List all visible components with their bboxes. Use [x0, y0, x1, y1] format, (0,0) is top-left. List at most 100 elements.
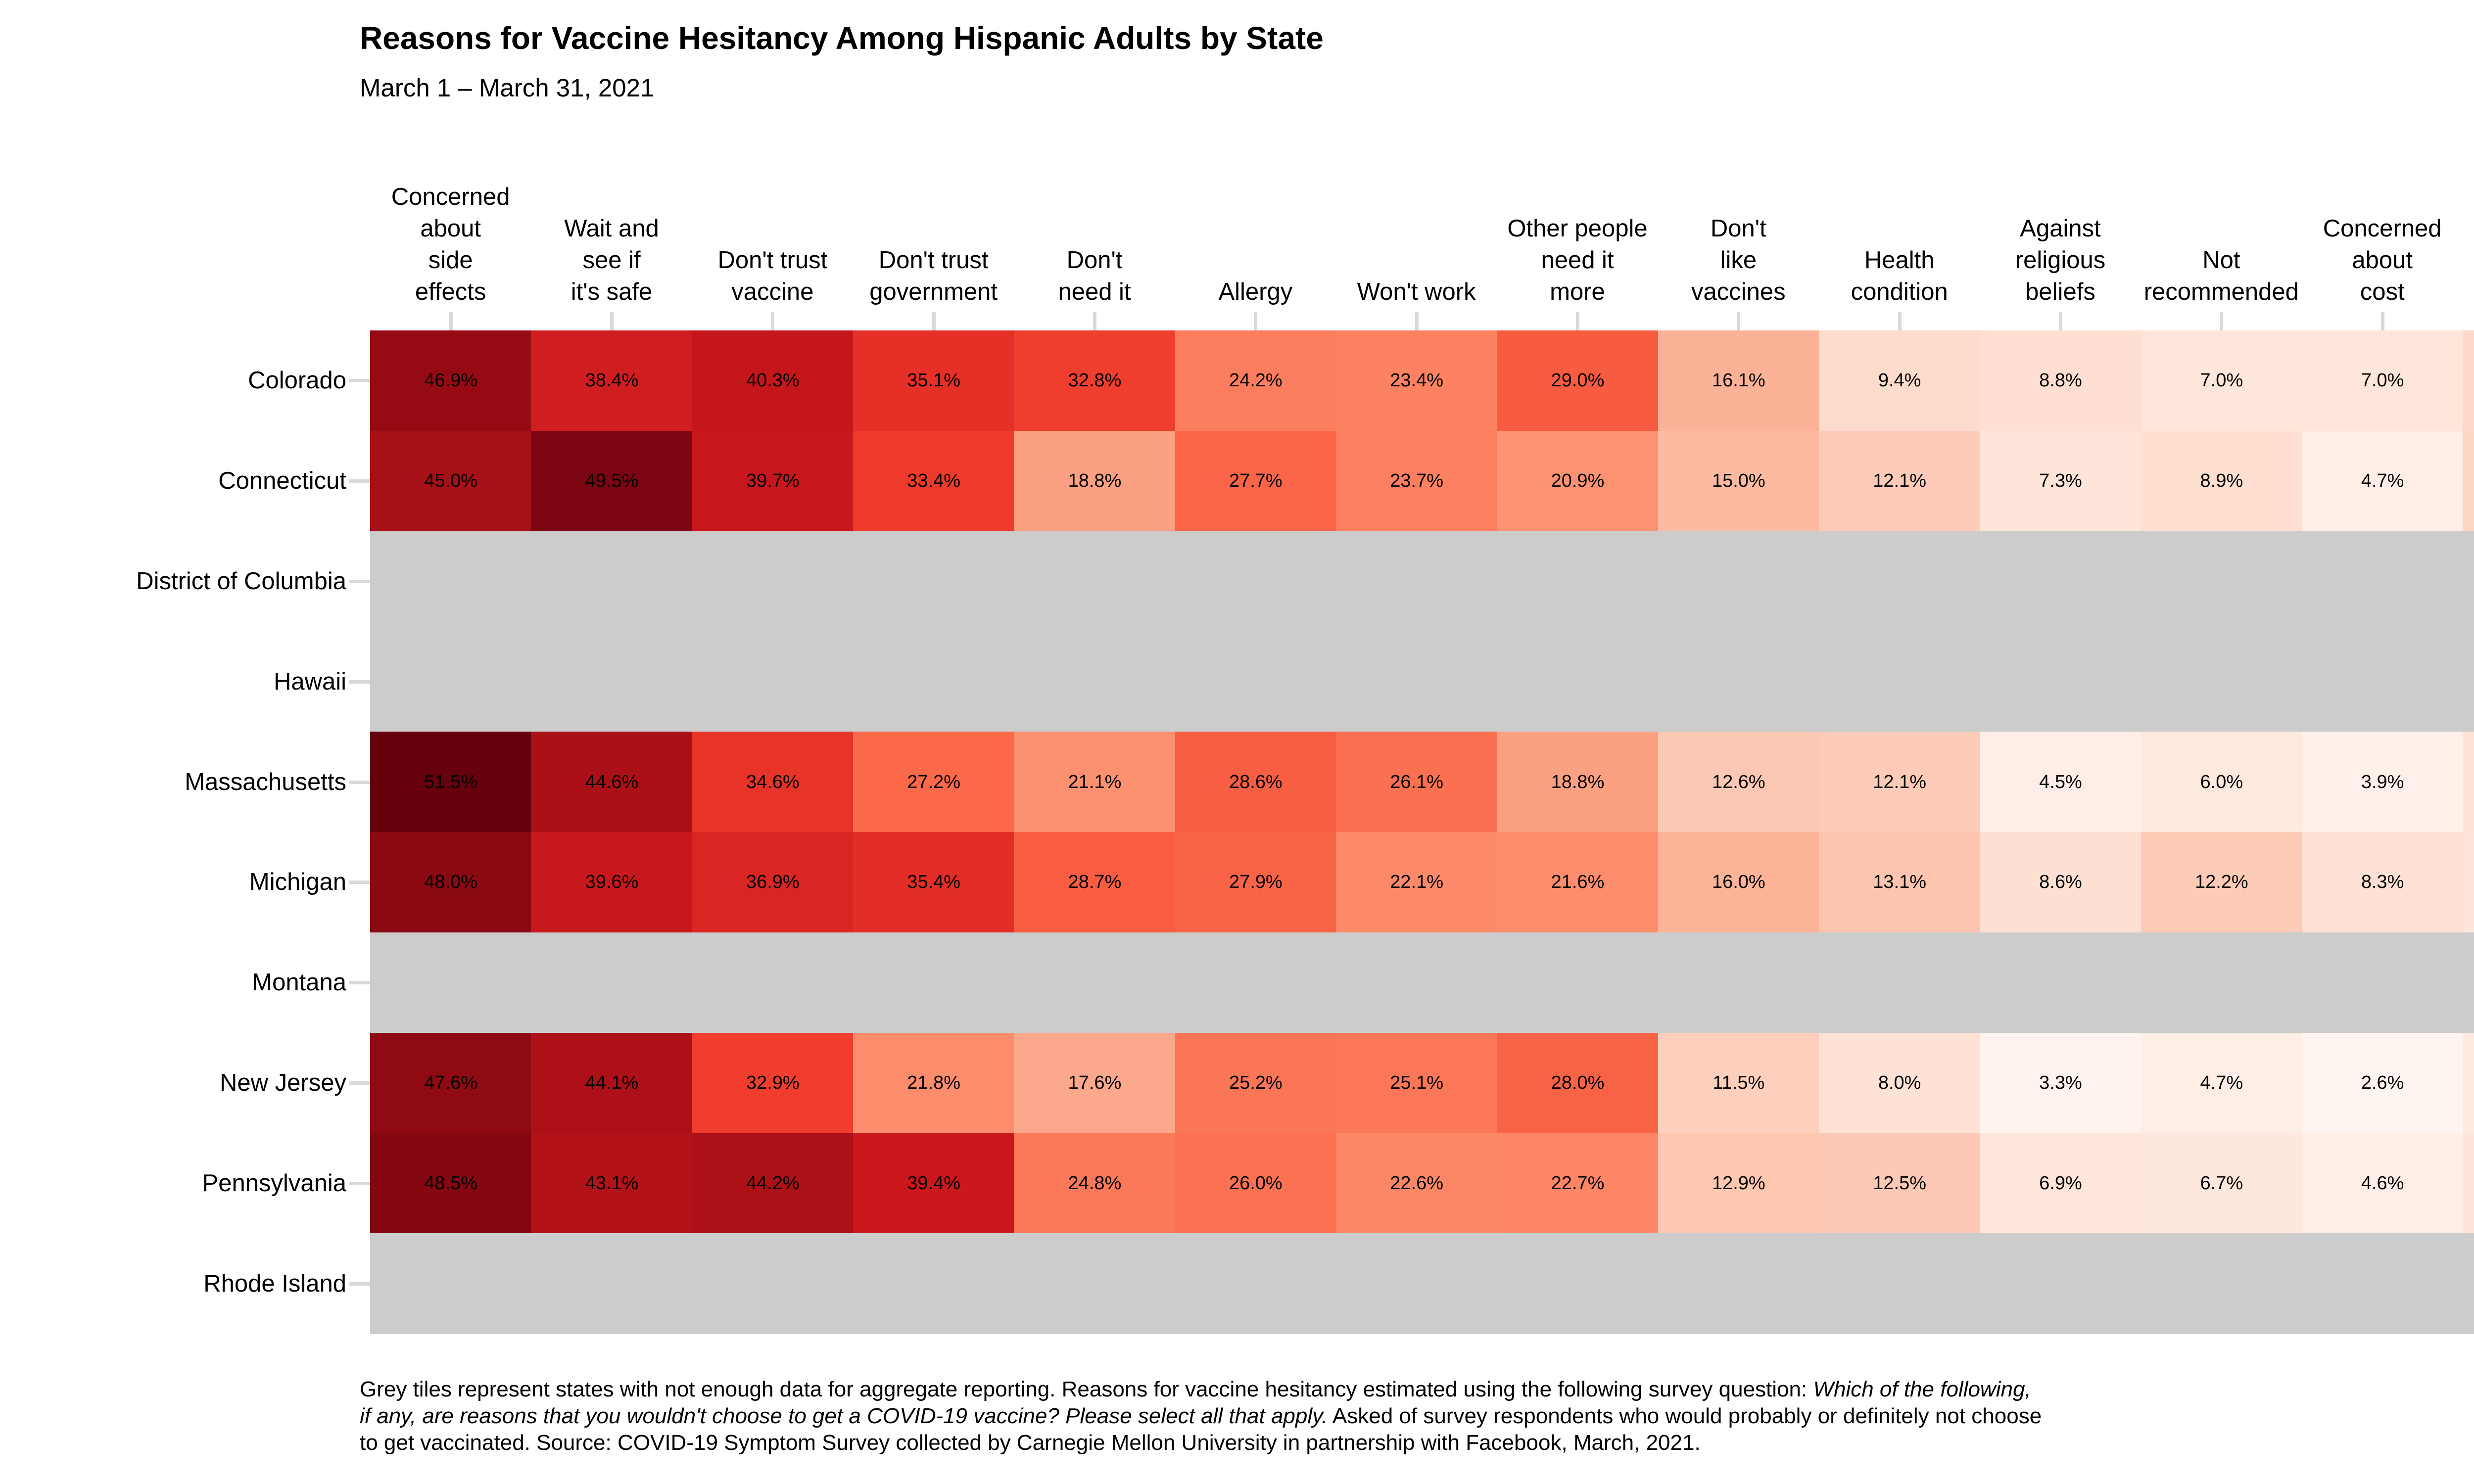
heatmap-cell: 8.3%	[2302, 832, 2464, 933]
heatmap-cell: 27.9%	[1175, 832, 1336, 933]
column-header: Allergy	[1097, 276, 1414, 308]
heatmap-cell: 8.9%	[2141, 430, 2302, 532]
axis-tick	[1254, 312, 1258, 330]
heatmap-cell: 24.2%	[1175, 330, 1336, 431]
footnote-line: to get vaccinated. Source: COVID-19 Symp…	[360, 1430, 2042, 1456]
axis-tick	[1415, 312, 1419, 330]
page-title: Reasons for Vaccine Hesitancy Among Hisp…	[360, 20, 1324, 56]
heatmap-cell: 44.1%	[531, 1032, 693, 1134]
axis-tick	[349, 881, 370, 884]
cell-value-label: 21.1%	[1068, 771, 1122, 792]
column-header-line: cost	[2360, 278, 2405, 305]
heatmap-cell: 18.8%	[1014, 430, 1176, 532]
heatmap-cell: 45.0%	[370, 430, 532, 532]
heatmap-cell: 7.0%	[2302, 330, 2464, 431]
heatmap-cell: 48.5%	[370, 1133, 532, 1234]
cell-value-label: 7.3%	[2039, 470, 2082, 492]
column-header-line: about	[2352, 247, 2413, 274]
column-header-line: Not	[2202, 247, 2240, 274]
heatmap-cell: 5.7%	[2463, 1032, 2474, 1134]
cell-value-label: 33.4%	[907, 470, 961, 492]
column-header-line: Don't	[1710, 215, 1766, 242]
column-header-line: see if	[582, 247, 641, 274]
row-label: Montana	[252, 969, 346, 996]
heatmap-cell: 34.6%	[692, 732, 854, 833]
cell-value-label: 8.9%	[2200, 470, 2243, 492]
chart-subtitle: March 1 – March 31, 2021	[360, 74, 655, 102]
column-header: Other people need it more	[1419, 213, 1736, 308]
cell-value-label: 7.3%	[2463, 1133, 2474, 1234]
heatmap-cell: 48.0%	[370, 832, 532, 933]
heatmap-cell: 32.9%	[692, 1032, 854, 1134]
heatmap-cell: 9.4%	[1819, 330, 1981, 431]
column-header: Concerned about side effects	[292, 181, 609, 308]
heatmap-cell: 28.7%	[1014, 832, 1176, 933]
heatmap-cell: 49.5%	[531, 430, 693, 532]
cell-value-label: 6.0%	[2200, 771, 2243, 792]
cell-value-label: 27.7%	[1229, 470, 1283, 492]
cell-value-label: 12.2%	[2194, 872, 2248, 893]
heatmap-cell: 12.2%	[2141, 832, 2302, 933]
heatmap-cell: 22.6%	[1336, 1133, 1498, 1234]
cell-value-label: 28.7%	[1068, 872, 1122, 893]
column-header-line: vaccines	[1691, 278, 1786, 305]
cell-value-label: 34.6%	[746, 771, 800, 792]
footnote-survey-question: if any, are reasons that you wouldn't ch…	[360, 1404, 1328, 1428]
axis-tick	[2059, 312, 2062, 330]
axis-tick	[1898, 312, 1902, 330]
cell-value-label: 18.8%	[1068, 470, 1122, 492]
column-header-line: need it	[1541, 247, 1614, 274]
cell-value-label: 20.9%	[1551, 470, 1605, 492]
column-header-line: more	[1550, 278, 1605, 305]
heatmap-cell: 7.0%	[2141, 330, 2302, 431]
footnote-survey-question: Which of the following,	[1813, 1377, 2031, 1401]
cell-value-label: 48.5%	[424, 1172, 478, 1194]
column-header: Don't need it	[936, 244, 1253, 308]
footnote-text: Asked of survey respondents who would pr…	[1328, 1404, 2042, 1428]
column-header: Won't work	[1258, 276, 1575, 308]
column-header: Don't like vaccines	[1580, 213, 1897, 308]
column-header-line: Don't trust	[717, 247, 828, 274]
heatmap-cell: 12.1%	[1819, 430, 1981, 532]
heatmap-cell: 12.6%	[1658, 732, 1819, 833]
row-label: Hawaii	[273, 668, 346, 695]
column-header: Against religious beliefs	[1902, 213, 2219, 308]
column-header: Not recommended	[2063, 244, 2379, 308]
heatmap-cell: 32.8%	[1014, 330, 1176, 431]
cell-value-label: 12.1%	[1873, 771, 1927, 792]
heatmap-cell: 35.4%	[853, 832, 1015, 933]
cell-value-label: 10.0%	[2463, 330, 2474, 431]
cell-value-label: 7.8%	[2463, 732, 2474, 833]
cell-value-label: 11.5%	[1713, 1072, 1765, 1093]
footnote-text: to get vaccinated. Source: COVID-19 Symp…	[360, 1431, 1701, 1455]
cell-value-label: 7.0%	[2200, 370, 2243, 391]
heatmap-cell: 46.9%	[370, 330, 532, 431]
cell-value-label: 43.1%	[585, 1172, 639, 1194]
heatmap-cell: 22.1%	[1336, 832, 1498, 933]
cell-value-label: 36.9%	[746, 872, 800, 893]
axis-tick	[2380, 312, 2384, 330]
cell-value-label: 24.2%	[1229, 370, 1283, 391]
cell-value-label: 4.6%	[2361, 1172, 2404, 1194]
heatmap-na-row	[370, 1233, 2474, 1334]
heatmap-cell: 44.2%	[692, 1133, 854, 1234]
heatmap-cell: 28.6%	[1175, 732, 1336, 833]
heatmap-cell: 2.6%	[2302, 1032, 2464, 1134]
heatmap-na-row	[370, 932, 2474, 1033]
cell-value-label: 16.0%	[1712, 872, 1765, 893]
cell-value-label: 10.5%	[2463, 431, 2474, 532]
row-label: Rhode Island	[203, 1270, 346, 1297]
column-header: Concerned about cost	[2224, 213, 2474, 308]
cell-value-label: 23.7%	[1390, 470, 1444, 492]
heatmap-cell: 17.6%	[1014, 1032, 1176, 1134]
column-header: Don't trust government	[775, 244, 1092, 308]
column-header-line: recommended	[2143, 278, 2299, 305]
axis-tick	[349, 379, 370, 383]
heatmap-cell: 8.8%	[1980, 330, 2141, 431]
axis-tick	[1093, 312, 1096, 330]
cell-value-label: 7.2%	[2463, 832, 2474, 933]
heatmap-cell: 4.5%	[1980, 732, 2141, 833]
heatmap-cell: 25.2%	[1175, 1032, 1336, 1134]
heatmap-cell: 27.2%	[853, 732, 1015, 833]
